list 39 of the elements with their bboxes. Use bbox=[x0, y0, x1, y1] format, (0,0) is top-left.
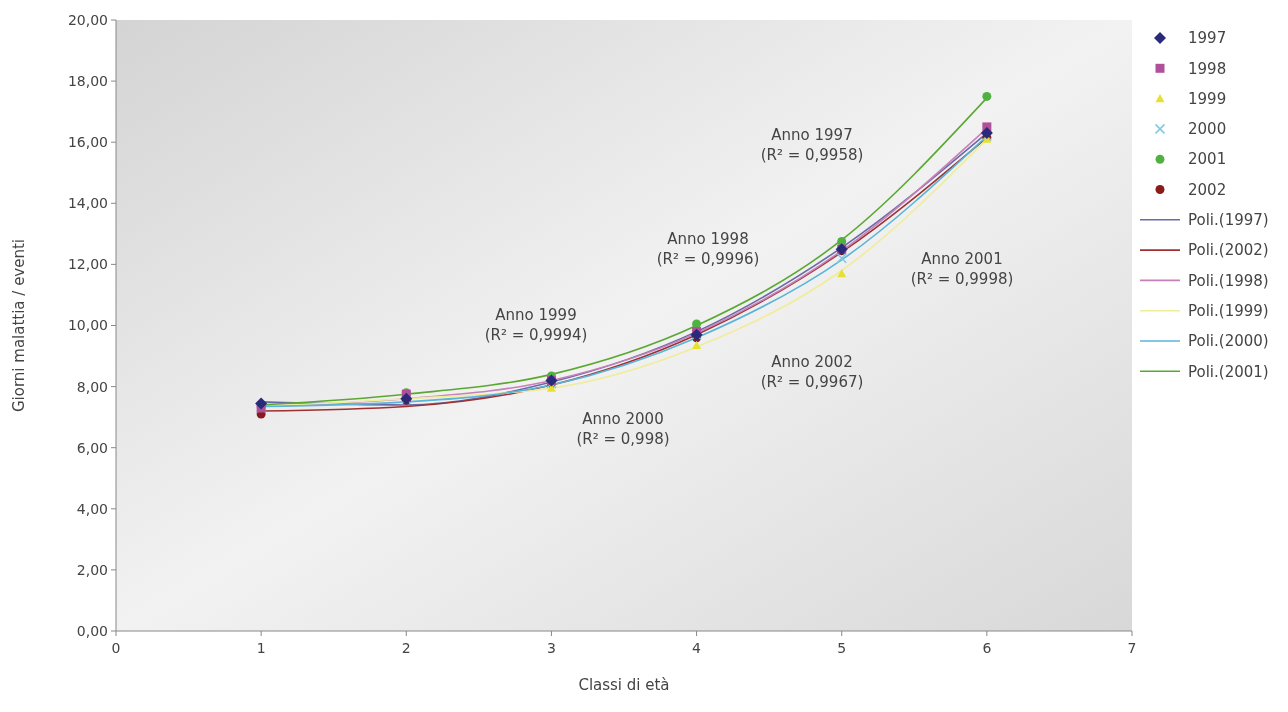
y-tick-label: 12,00 bbox=[67, 256, 108, 273]
y-tick-label: 20,00 bbox=[67, 11, 108, 28]
legend-label: 1998 bbox=[1188, 59, 1227, 78]
x-tick-label: 0 bbox=[111, 640, 121, 656]
y-tick-label: 6,00 bbox=[76, 439, 108, 456]
legend-label: Poli.(2000) bbox=[1188, 332, 1269, 351]
annotation: Anno 1998 (R² = 0,9996) bbox=[656, 230, 760, 268]
x-tick-label: 7 bbox=[1127, 640, 1137, 656]
legend-label: 1999 bbox=[1188, 89, 1227, 108]
legend-label: Poli.(1997) bbox=[1188, 211, 1269, 230]
y-tick-label: 18,00 bbox=[67, 73, 108, 89]
y-tick-label: 4,00 bbox=[76, 500, 108, 517]
x-axis-title: Classi di età bbox=[578, 676, 670, 694]
y-tick-label: 14,00 bbox=[67, 195, 108, 212]
y-tick-label: 2,00 bbox=[76, 561, 108, 578]
x-tick-label: 5 bbox=[837, 640, 847, 656]
x-tick-label: 1 bbox=[256, 640, 266, 656]
legend-label: 2001 bbox=[1188, 150, 1227, 169]
y-tick-label: 0,00 bbox=[76, 622, 108, 639]
y-tick-label: 10,00 bbox=[67, 317, 108, 334]
x-tick-label: 2 bbox=[401, 640, 411, 656]
y-tick-label: 8,00 bbox=[76, 378, 108, 395]
y-axis-title: Giorni malattia / eventi bbox=[10, 238, 28, 413]
legend-label: Poli.(1999) bbox=[1188, 301, 1269, 320]
legend-label: 2002 bbox=[1188, 180, 1227, 199]
annotation: Anno 2001 (R² = 0,9998) bbox=[910, 250, 1014, 288]
x-tick-label: 4 bbox=[692, 640, 702, 656]
legend-label: Poli.(2002) bbox=[1188, 241, 1269, 260]
legend-label: Poli.(1998) bbox=[1188, 271, 1269, 290]
annotation: Anno 1999 (R² = 0,9994) bbox=[484, 306, 588, 344]
legend-label: 2000 bbox=[1188, 120, 1227, 139]
x-tick-label: 3 bbox=[546, 640, 556, 656]
annotation: Anno 2002 (R² = 0,9967) bbox=[760, 353, 864, 391]
y-tick-label: 16,00 bbox=[67, 134, 108, 151]
annotation: Anno 2000 (R² = 0,998) bbox=[576, 410, 670, 448]
x-tick-label: 6 bbox=[982, 640, 992, 656]
legend-label: Poli.(2001) bbox=[1188, 362, 1269, 381]
legend-label: 1997 bbox=[1188, 29, 1227, 48]
annotation: Anno 1997 (R² = 0,9958) bbox=[760, 126, 864, 164]
